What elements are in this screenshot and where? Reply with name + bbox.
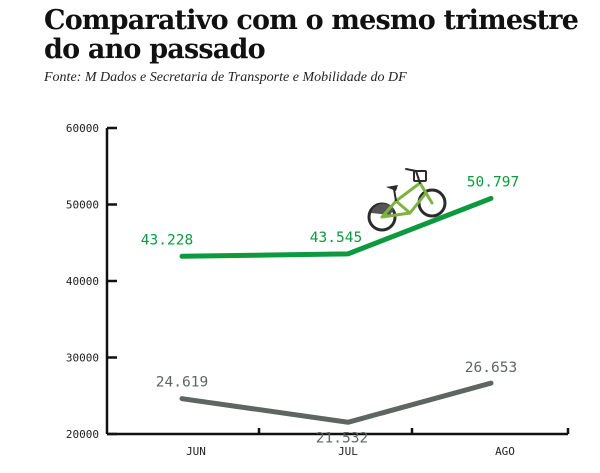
data-label: 24.619 [156, 375, 208, 391]
bicycle-icon [367, 168, 447, 232]
y-tick-label: 30000 [66, 352, 99, 365]
data-label: 43.228 [141, 232, 193, 248]
chart-axes: 20000 30000 40000 50000 60000 JUN JUL AGO [66, 122, 570, 458]
data-label: 43.545 [310, 230, 362, 246]
data-label: 26.653 [465, 360, 517, 376]
y-tick-label: 40000 [66, 275, 99, 288]
chart-source: Fonte: M Dados e Secretaria de Transport… [44, 70, 407, 85]
series-line-1 [179, 195, 494, 259]
x-category-label: AGO [495, 445, 515, 458]
chart-title: Comparativo com o mesmo trimestre do ano… [44, 5, 579, 65]
y-tick-label: 60000 [66, 122, 99, 135]
y-tick-label: 50000 [66, 199, 99, 212]
series-line-2 [179, 380, 494, 425]
series-layer: 43.228 43.545 50.797 24.619 21.532 26.653 [141, 174, 519, 446]
x-category-label: JUN [186, 445, 206, 458]
x-category-label: JUL [338, 445, 358, 458]
data-label: 21.532 [316, 430, 368, 446]
y-tick-label: 20000 [66, 428, 99, 441]
data-label: 50.797 [467, 174, 519, 190]
